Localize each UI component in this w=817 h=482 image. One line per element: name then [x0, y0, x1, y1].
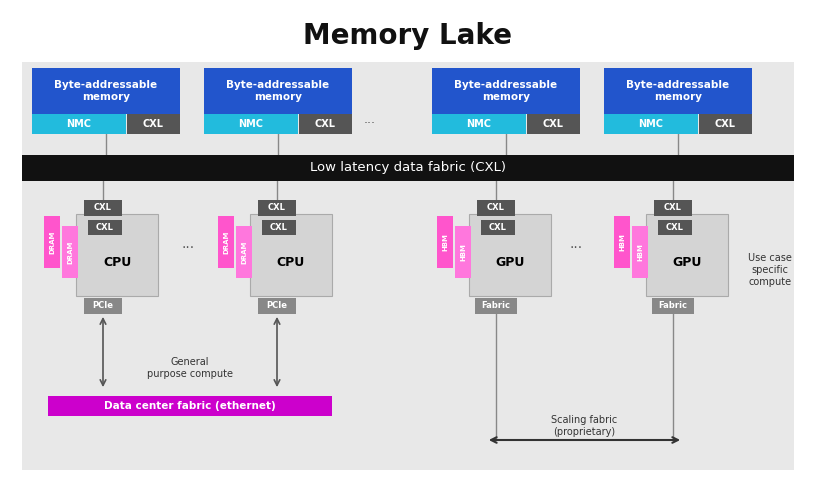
FancyBboxPatch shape: [455, 226, 471, 278]
FancyBboxPatch shape: [432, 114, 526, 134]
FancyBboxPatch shape: [44, 216, 60, 268]
Text: Low latency data fabric (CXL): Low latency data fabric (CXL): [310, 161, 506, 174]
Text: Fabric: Fabric: [659, 302, 687, 310]
Text: Data center fabric (ethernet): Data center fabric (ethernet): [104, 401, 276, 411]
FancyBboxPatch shape: [204, 114, 298, 134]
Text: CXL: CXL: [268, 203, 286, 213]
Text: CXL: CXL: [315, 119, 336, 129]
Text: CXL: CXL: [489, 223, 507, 232]
Text: HBM: HBM: [637, 243, 643, 261]
FancyBboxPatch shape: [84, 200, 122, 216]
FancyBboxPatch shape: [632, 226, 648, 278]
Text: Byte-addressable
memory: Byte-addressable memory: [627, 80, 730, 102]
Text: HBM: HBM: [442, 233, 448, 251]
Text: Scaling fabric
(proprietary): Scaling fabric (proprietary): [551, 415, 618, 437]
FancyBboxPatch shape: [236, 226, 252, 278]
FancyBboxPatch shape: [658, 220, 692, 235]
Text: ···: ···: [569, 241, 583, 255]
Text: GPU: GPU: [495, 256, 525, 269]
FancyBboxPatch shape: [62, 226, 78, 278]
Text: CXL: CXL: [543, 119, 564, 129]
Text: PCIe: PCIe: [92, 302, 114, 310]
Text: DRAM: DRAM: [67, 241, 73, 264]
Text: NMC: NMC: [467, 119, 492, 129]
Text: NMC: NMC: [639, 119, 663, 129]
FancyBboxPatch shape: [614, 216, 630, 268]
FancyBboxPatch shape: [604, 114, 698, 134]
FancyBboxPatch shape: [22, 155, 794, 181]
Text: Use case
specific
compute: Use case specific compute: [748, 254, 792, 287]
Text: CXL: CXL: [96, 223, 114, 232]
FancyBboxPatch shape: [652, 298, 694, 314]
FancyBboxPatch shape: [258, 200, 296, 216]
FancyBboxPatch shape: [258, 298, 296, 314]
Text: DRAM: DRAM: [223, 230, 229, 254]
Text: NMC: NMC: [66, 119, 92, 129]
FancyBboxPatch shape: [84, 298, 122, 314]
Text: CXL: CXL: [664, 203, 682, 213]
Text: GPU: GPU: [672, 256, 702, 269]
Text: PCIe: PCIe: [266, 302, 288, 310]
Text: HBM: HBM: [460, 243, 466, 261]
FancyBboxPatch shape: [76, 214, 158, 296]
FancyBboxPatch shape: [22, 62, 794, 470]
Text: ···: ···: [364, 118, 376, 131]
FancyBboxPatch shape: [481, 220, 515, 235]
Text: CPU: CPU: [277, 256, 305, 269]
FancyBboxPatch shape: [48, 396, 332, 416]
FancyBboxPatch shape: [299, 114, 352, 134]
Text: CXL: CXL: [143, 119, 164, 129]
FancyBboxPatch shape: [250, 214, 332, 296]
FancyBboxPatch shape: [32, 68, 180, 114]
FancyBboxPatch shape: [88, 220, 122, 235]
FancyBboxPatch shape: [646, 214, 728, 296]
Text: CXL: CXL: [487, 203, 505, 213]
Text: CXL: CXL: [666, 223, 684, 232]
FancyBboxPatch shape: [654, 200, 692, 216]
FancyBboxPatch shape: [218, 216, 234, 268]
FancyBboxPatch shape: [469, 214, 551, 296]
Text: CXL: CXL: [94, 203, 112, 213]
Text: DRAM: DRAM: [49, 230, 55, 254]
Text: CXL: CXL: [270, 223, 288, 232]
FancyBboxPatch shape: [127, 114, 180, 134]
Text: Byte-addressable
memory: Byte-addressable memory: [55, 80, 158, 102]
Text: Memory Lake: Memory Lake: [303, 22, 512, 50]
Text: Byte-addressable
memory: Byte-addressable memory: [454, 80, 557, 102]
FancyBboxPatch shape: [432, 68, 580, 114]
FancyBboxPatch shape: [437, 216, 453, 268]
FancyBboxPatch shape: [527, 114, 580, 134]
Text: HBM: HBM: [619, 233, 625, 251]
FancyBboxPatch shape: [477, 200, 515, 216]
Text: Byte-addressable
memory: Byte-addressable memory: [226, 80, 329, 102]
FancyBboxPatch shape: [699, 114, 752, 134]
FancyBboxPatch shape: [204, 68, 352, 114]
FancyBboxPatch shape: [32, 114, 126, 134]
FancyBboxPatch shape: [475, 298, 517, 314]
Text: DRAM: DRAM: [241, 241, 247, 264]
FancyBboxPatch shape: [604, 68, 752, 114]
Text: NMC: NMC: [239, 119, 264, 129]
FancyBboxPatch shape: [262, 220, 296, 235]
Text: Fabric: Fabric: [481, 302, 511, 310]
Text: ···: ···: [181, 241, 194, 255]
Text: CPU: CPU: [103, 256, 131, 269]
Text: CXL: CXL: [715, 119, 736, 129]
Text: General
purpose compute: General purpose compute: [147, 357, 233, 379]
